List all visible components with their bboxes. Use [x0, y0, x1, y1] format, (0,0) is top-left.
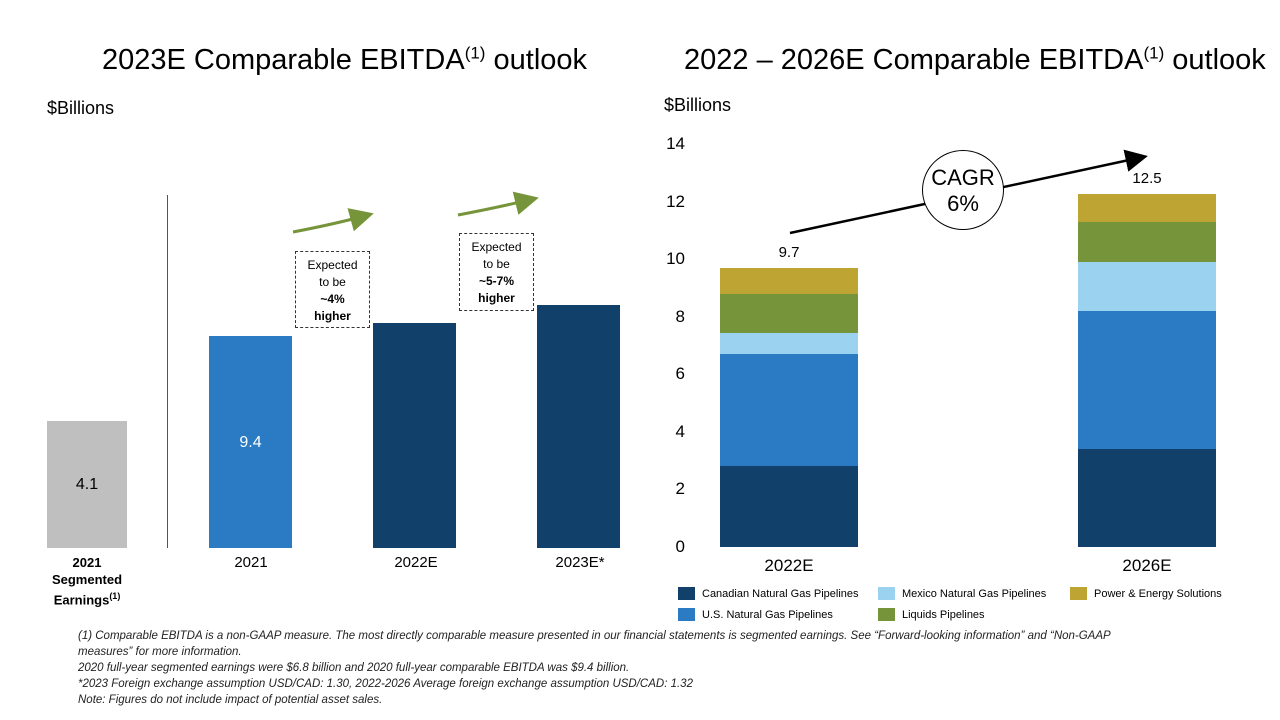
legend-swatch [678, 608, 695, 621]
legend-item-0: Canadian Natural Gas Pipelines [678, 587, 859, 600]
y-tick-8: 8 [675, 306, 685, 326]
bar-2022e [373, 323, 456, 548]
callout1-l3: ~4% [320, 292, 345, 306]
right-chart-title: 2022 – 2026E Comparable EBITDA(1) outloo… [684, 44, 1266, 77]
legend-swatch [678, 587, 695, 600]
footnote-1: (1) Comparable EBITDA is a non-GAAP meas… [78, 630, 1111, 642]
segmented-earnings-value: 4.1 [75, 476, 99, 493]
legend-item-1: U.S. Natural Gas Pipelines [678, 608, 833, 621]
legend-swatch [1070, 587, 1087, 600]
callout-2023-growth: Expected to be ~5-7% higher [459, 233, 534, 311]
left-title-text: 2023E Comparable EBITDA [102, 44, 465, 76]
footnote-4: Note: Figures do not include impact of p… [78, 694, 383, 706]
segmented-earnings-bar [47, 421, 127, 548]
callout2-l3: ~5-7% [478, 274, 515, 288]
x-label-2026e: 2026E [1122, 556, 1172, 575]
right-title-text: 2022 – 2026E Comparable EBITDA [684, 44, 1144, 76]
cagr-circle: CAGR 6% [922, 150, 1004, 230]
legend-item-4: Power & Energy Solutions [1070, 587, 1222, 600]
seg-label-2: Segmented [51, 572, 123, 587]
callout2-l2: to be [483, 257, 510, 271]
seg-label-3-text: Earnings [53, 592, 110, 608]
y-tick-12: 12 [666, 191, 685, 211]
seg-label-sup: (1) [109, 591, 121, 601]
left-chart-title: 2023E Comparable EBITDA(1) outlook [102, 44, 587, 77]
segment-2-2022e [720, 332, 858, 355]
y-tick-4: 4 [675, 421, 685, 441]
x-label-0: 2021 [234, 554, 268, 571]
legend-item-2: Mexico Natural Gas Pipelines [878, 587, 1046, 600]
callout2-l4: higher [478, 291, 515, 305]
right-title-sup: (1) [1143, 43, 1165, 63]
footnote-2: 2020 full-year segmented earnings were $… [78, 662, 630, 674]
x-label-2022e: 2022E [764, 556, 814, 575]
footnote-1b: measures” for more information. [78, 646, 242, 658]
growth-arrow-2 [457, 191, 539, 217]
legend-swatch [878, 587, 895, 600]
seg-label-1: 2021 [72, 555, 102, 570]
bar-2023e-star [537, 305, 620, 548]
y-tick-10: 10 [666, 249, 685, 269]
growth-arrow-1 [292, 208, 374, 234]
legend-label: Canadian Natural Gas Pipelines [702, 587, 859, 600]
y-tick-0: 0 [675, 537, 685, 556]
legend-label: U.S. Natural Gas Pipelines [702, 608, 833, 621]
y-tick-2: 2 [675, 479, 685, 499]
segment-4-2022e [720, 267, 858, 294]
seg-label-3: Earnings(1) [32, 588, 142, 608]
left-title-sup: (1) [464, 43, 486, 63]
footnotes: (1) Comparable EBITDA is a non-GAAP meas… [78, 628, 1228, 708]
footnote-3: *2023 Foreign exchange assumption USD/CA… [78, 678, 693, 690]
bar-value-label: 9.4 [239, 433, 262, 451]
callout1-l2: to be [319, 275, 346, 289]
legend-item-3: Liquids Pipelines [878, 608, 985, 621]
segment-0-2026e [1078, 449, 1216, 547]
segmented-earnings-label: 2021 Segmented Earnings(1) [32, 554, 142, 608]
callout1-l1: Expected [307, 258, 358, 272]
cagr-value: 6% [947, 191, 979, 216]
segment-0-2022e [720, 466, 858, 547]
segment-1-2022e [720, 354, 858, 467]
y-tick-14: 14 [666, 134, 685, 153]
segment-4-2026e [1078, 194, 1216, 222]
y-tick-6: 6 [675, 364, 685, 384]
left-divider [167, 195, 168, 548]
right-unit-label: $Billions [664, 95, 732, 115]
bar-2021 [209, 335, 292, 548]
left-title-end: outlook [485, 44, 588, 76]
callout-2022-growth: Expected to be ~4% higher [295, 251, 370, 328]
left-unit-label: $Billions [47, 98, 115, 118]
right-title-end: outlook [1164, 44, 1266, 76]
legend-swatch [878, 608, 895, 621]
total-label-2022e: 9.7 [778, 243, 800, 261]
callout1-l4: higher [314, 309, 351, 323]
x-label-2: 2023E* [555, 554, 605, 571]
segment-1-2026e [1078, 310, 1216, 450]
callout2-l1: Expected [471, 240, 522, 254]
cagr-label: CAGR [931, 165, 995, 190]
segment-3-2022e [720, 293, 858, 333]
segment-2-2026e [1078, 262, 1216, 311]
legend-label: Power & Energy Solutions [1094, 587, 1222, 600]
segment-3-2026e [1078, 221, 1216, 263]
x-label-1: 2022E [394, 554, 438, 571]
total-label-2026e: 12.5 [1132, 170, 1162, 188]
legend-label: Mexico Natural Gas Pipelines [902, 587, 1047, 600]
legend-label: Liquids Pipelines [902, 608, 985, 621]
